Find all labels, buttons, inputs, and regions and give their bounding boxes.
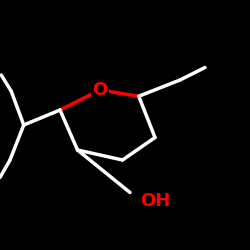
Text: OH: OH [140, 192, 170, 210]
Text: O: O [92, 81, 108, 99]
